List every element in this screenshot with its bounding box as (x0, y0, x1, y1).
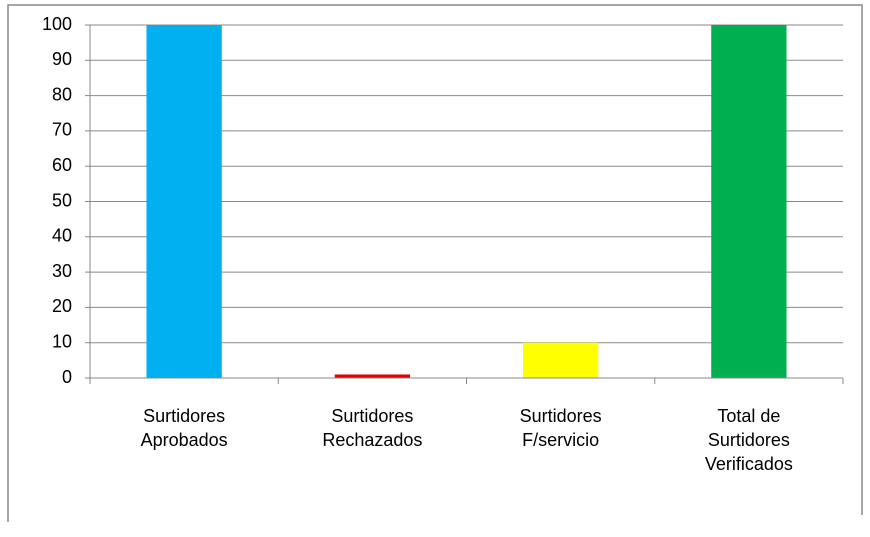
y-tick-label: 30 (52, 261, 72, 281)
bar (711, 25, 787, 378)
bar (146, 25, 222, 378)
y-tick-label: 80 (52, 84, 72, 104)
y-tick-label: 20 (52, 296, 72, 316)
y-tick-label: 90 (52, 49, 72, 69)
y-tick-label: 100 (42, 14, 72, 34)
chart-border (7, 4, 863, 522)
x-tick-label: Surtidores F/servicio (519, 406, 602, 450)
y-tick-label: 50 (52, 190, 72, 210)
y-tick-label: 70 (52, 120, 72, 140)
y-tick-label: 60 (52, 155, 72, 175)
x-tick-label: Surtidores Aprobados (140, 406, 228, 450)
x-tick-label: Total de Surtidores Verificados (704, 406, 793, 474)
x-tick-label: Surtidores Rechazados (322, 406, 423, 450)
bar (522, 342, 599, 378)
bar (334, 374, 411, 378)
y-tick-label: 0 (62, 367, 72, 387)
y-tick-label: 10 (52, 331, 72, 351)
y-tick-label: 40 (52, 226, 72, 246)
